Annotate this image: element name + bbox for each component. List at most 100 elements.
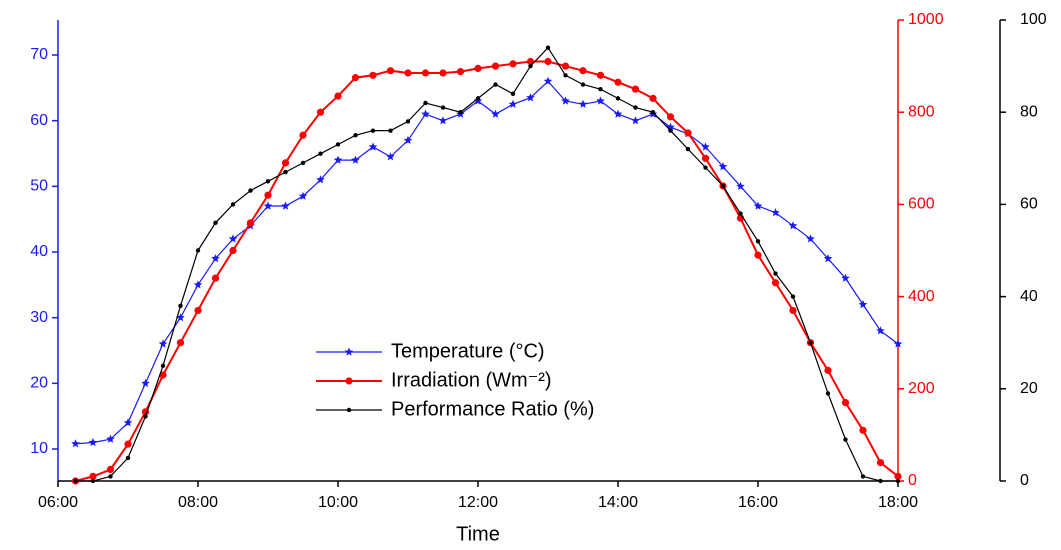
marker <box>771 279 780 287</box>
y-tick-label: 30 <box>30 309 48 326</box>
marker <box>701 154 710 162</box>
x-tick-label: 12:00 <box>458 494 498 511</box>
marker <box>334 92 342 100</box>
marker <box>160 363 166 368</box>
marker <box>876 326 885 335</box>
marker <box>718 162 728 171</box>
y-tick-label: 40 <box>30 243 48 260</box>
marker <box>265 179 271 184</box>
y3-tick-label: 100 <box>1020 11 1047 28</box>
y-tick-label: 70 <box>30 46 48 63</box>
marker <box>510 91 516 96</box>
marker <box>685 146 691 152</box>
y3-tick-label: 60 <box>1020 196 1038 213</box>
marker <box>300 160 306 166</box>
legend-marker <box>345 377 353 385</box>
marker <box>194 306 202 315</box>
marker <box>598 86 603 92</box>
y3-tick-label: 0 <box>1020 472 1029 489</box>
marker <box>281 159 290 167</box>
marker <box>788 221 798 230</box>
marker <box>370 128 376 133</box>
marker <box>283 169 288 175</box>
marker <box>578 99 588 108</box>
marker <box>333 155 343 164</box>
marker <box>894 472 902 480</box>
marker <box>824 366 832 374</box>
marker <box>843 437 848 442</box>
marker <box>106 465 115 474</box>
marker <box>701 142 710 151</box>
marker <box>773 271 778 276</box>
marker <box>753 201 763 210</box>
marker <box>369 71 377 79</box>
marker <box>509 60 517 68</box>
marker <box>771 208 780 217</box>
marker <box>666 113 675 121</box>
marker <box>438 116 448 125</box>
y2-tick-label: 1000 <box>908 11 944 28</box>
marker <box>508 99 518 108</box>
x-tick-label: 16:00 <box>738 494 778 511</box>
marker <box>878 478 883 484</box>
marker <box>230 202 236 207</box>
y2-tick-label: 0 <box>908 472 917 489</box>
marker <box>106 434 115 443</box>
marker <box>475 96 481 101</box>
marker <box>403 135 413 144</box>
marker <box>88 438 98 447</box>
marker <box>246 219 255 227</box>
marker <box>335 142 341 147</box>
marker <box>491 109 500 118</box>
y-tick-label: 20 <box>30 375 48 392</box>
y2-tick-label: 400 <box>908 288 935 305</box>
marker <box>211 254 220 263</box>
marker <box>650 110 656 115</box>
marker <box>736 181 745 190</box>
y2-tick-label: 800 <box>908 103 935 120</box>
marker <box>808 340 813 345</box>
marker <box>631 116 640 125</box>
marker <box>248 188 253 193</box>
marker <box>561 62 570 70</box>
marker <box>841 273 850 282</box>
marker <box>580 82 586 87</box>
marker <box>71 439 80 448</box>
marker <box>825 391 831 396</box>
x-tick-label: 06:00 <box>38 494 78 511</box>
marker <box>388 128 393 133</box>
marker <box>876 458 885 467</box>
legend-label: Temperature (°C) <box>391 340 545 362</box>
marker <box>178 303 183 309</box>
marker <box>368 142 378 151</box>
marker <box>614 78 622 86</box>
marker <box>666 122 675 131</box>
marker <box>439 69 447 77</box>
marker <box>158 339 168 348</box>
marker <box>264 191 272 199</box>
marker <box>789 306 797 315</box>
marker <box>703 165 708 170</box>
y-tick-label: 60 <box>30 112 48 129</box>
marker <box>263 201 273 210</box>
legend-marker <box>346 407 352 413</box>
y3-tick-label: 40 <box>1020 288 1038 305</box>
marker <box>859 426 867 434</box>
marker <box>561 96 570 105</box>
marker <box>211 274 220 282</box>
marker <box>526 93 535 102</box>
marker <box>755 239 761 244</box>
marker <box>281 201 290 210</box>
marker <box>143 414 148 419</box>
marker <box>754 251 762 259</box>
marker <box>298 191 308 200</box>
series-line <box>75 46 898 482</box>
marker <box>790 294 796 299</box>
y3-tick-label: 20 <box>1020 380 1038 397</box>
marker <box>386 67 395 75</box>
series-line <box>75 60 899 482</box>
marker <box>176 339 185 347</box>
marker <box>545 45 551 50</box>
marker <box>159 371 167 379</box>
